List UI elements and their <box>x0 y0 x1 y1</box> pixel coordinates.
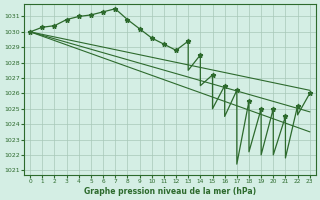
X-axis label: Graphe pression niveau de la mer (hPa): Graphe pression niveau de la mer (hPa) <box>84 187 256 196</box>
